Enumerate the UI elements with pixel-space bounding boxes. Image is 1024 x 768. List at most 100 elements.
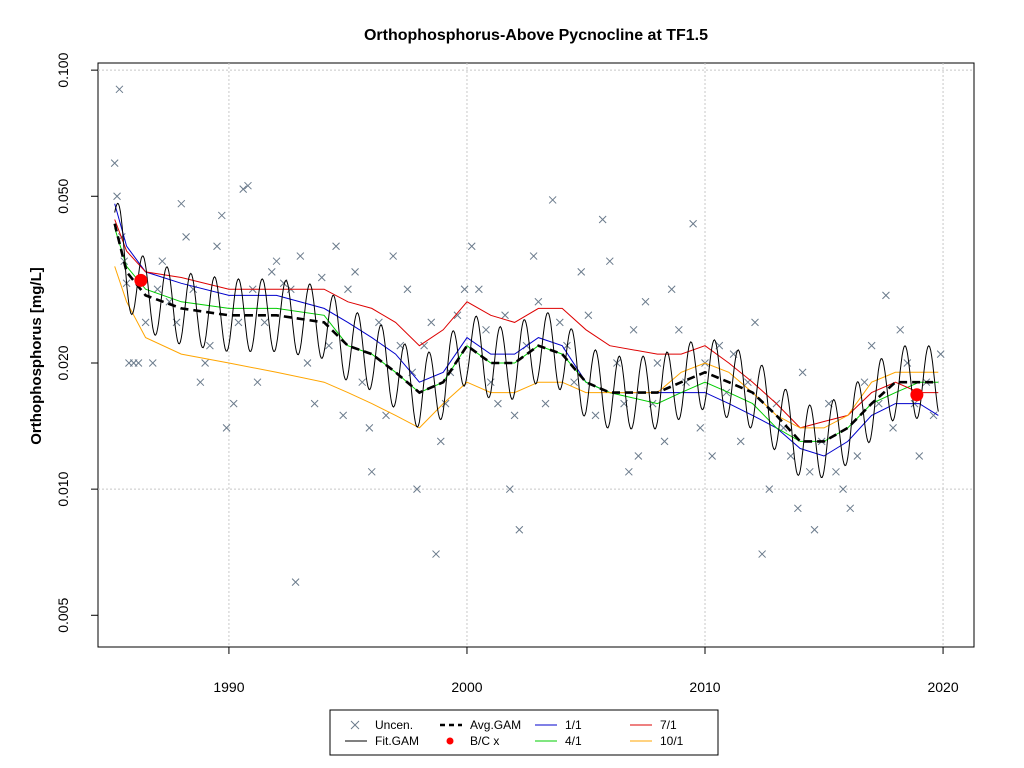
uncensored-point bbox=[158, 257, 167, 266]
uncensored-point bbox=[736, 437, 745, 446]
uncensored-point bbox=[303, 359, 312, 367]
gam-series bbox=[113, 202, 939, 478]
uncensored-point bbox=[358, 378, 367, 387]
uncensored-point bbox=[674, 325, 683, 334]
uncensored-point bbox=[653, 359, 662, 367]
uncensored-point bbox=[853, 452, 862, 460]
legend-label: 4/1 bbox=[565, 734, 582, 748]
legend-label: 1/1 bbox=[565, 718, 582, 732]
x-tick-label: 2010 bbox=[689, 679, 720, 695]
uncensored-point bbox=[641, 297, 650, 306]
uncensored-point bbox=[296, 252, 305, 260]
uncensored-point bbox=[291, 578, 300, 586]
uncensored-point bbox=[810, 525, 819, 534]
legend: Uncen. Fit.GAM Avg.GAM B/C x 1/1 4/1 7/1 10/1 bbox=[329, 709, 719, 756]
uncensored-point bbox=[534, 297, 543, 306]
uncensored-point bbox=[634, 452, 643, 460]
uncensored-point bbox=[351, 268, 359, 276]
uncensored-point bbox=[365, 424, 374, 432]
uncensored-point bbox=[272, 257, 281, 266]
uncensored-point bbox=[929, 411, 938, 420]
grid-lines bbox=[98, 63, 974, 647]
uncensored-point bbox=[260, 318, 269, 327]
uncensored-point bbox=[367, 467, 376, 476]
legend-entry-7-1: 7/1 bbox=[630, 718, 677, 732]
uncensored-point bbox=[751, 318, 759, 327]
uncensored-point bbox=[805, 467, 814, 476]
axes: 1990 2000 2010 2020 0.005 0.010 0.020 0.050 0.10… bbox=[55, 52, 959, 695]
uncensored-point bbox=[325, 341, 333, 350]
legend-entry-fit-gam: Fit.GAM bbox=[345, 734, 419, 748]
uncensored-point bbox=[667, 285, 676, 294]
uncensored-point bbox=[403, 285, 412, 294]
legend-label: Uncen. bbox=[375, 718, 413, 732]
uncensored-point bbox=[413, 485, 421, 493]
legend-label: 10/1 bbox=[660, 734, 684, 748]
bc-point bbox=[134, 273, 148, 287]
legend-label: B/C x bbox=[470, 734, 499, 748]
x-tick-label: 2020 bbox=[927, 679, 958, 695]
uncensored-point bbox=[213, 242, 221, 251]
x-tick-label: 2000 bbox=[451, 679, 482, 695]
uncensored-point bbox=[253, 378, 262, 387]
x-tick-label: 1990 bbox=[213, 679, 244, 695]
uncensored-point bbox=[915, 452, 924, 460]
uncensored-point bbox=[344, 285, 352, 294]
uncensored-point bbox=[839, 485, 847, 493]
uncensored-point bbox=[689, 219, 697, 228]
uncensored-point bbox=[120, 257, 129, 266]
uncensored-point bbox=[382, 411, 390, 420]
uncensored-point bbox=[501, 311, 509, 320]
uncensored-point bbox=[134, 359, 143, 367]
uncensored-point bbox=[115, 85, 124, 94]
series-line-4-1 bbox=[114, 227, 939, 442]
uncensored-point bbox=[427, 318, 436, 327]
uncensored-point bbox=[889, 424, 897, 432]
uncensored-point bbox=[110, 159, 119, 167]
uncensored-point bbox=[541, 399, 550, 408]
series-line-10-1 bbox=[114, 266, 939, 429]
uncensored-point bbox=[317, 273, 326, 282]
uncensored-point bbox=[786, 452, 795, 460]
uncensored-point bbox=[486, 378, 495, 387]
series-line-fit-gam bbox=[114, 202, 939, 478]
uncensored-point bbox=[598, 215, 607, 224]
legend-label: 7/1 bbox=[660, 718, 677, 732]
uncensored-point bbox=[494, 399, 502, 408]
uncensored-point bbox=[903, 359, 912, 367]
uncensored-point bbox=[148, 359, 157, 367]
uncensored-point bbox=[846, 504, 855, 513]
uncensored-point bbox=[196, 378, 205, 387]
uncensored-point bbox=[389, 252, 398, 260]
uncensored-point bbox=[467, 242, 476, 251]
legend-entry-10-1: 10/1 bbox=[630, 734, 684, 748]
chart-title: Orthophosphorus-Above Pycnocline at TF1.… bbox=[364, 27, 708, 44]
y-axis-label: Orthophosphorus [mg/L] bbox=[28, 267, 45, 444]
uncensored-point bbox=[798, 368, 807, 377]
uncensored-point bbox=[529, 252, 538, 260]
uncensored-point bbox=[332, 242, 340, 251]
uncensored-point bbox=[584, 311, 593, 320]
uncensored-point bbox=[420, 341, 428, 350]
uncensored-point bbox=[453, 311, 462, 320]
uncensored-points bbox=[110, 85, 945, 586]
uncensored-point bbox=[896, 325, 905, 334]
uncensored-point bbox=[832, 467, 840, 476]
uncensored-point bbox=[624, 467, 633, 476]
legend-entry-1-1: 1/1 bbox=[535, 718, 582, 732]
legend-entry-4-1: 4/1 bbox=[535, 734, 582, 748]
uncensored-point bbox=[432, 550, 440, 558]
legend-entry-uncen-: Uncen. bbox=[350, 718, 413, 732]
uncensored-point bbox=[860, 378, 869, 387]
uncensored-point bbox=[217, 211, 226, 220]
uncensored-point bbox=[460, 285, 469, 294]
uncensored-point bbox=[177, 199, 186, 208]
series-line-7-1 bbox=[114, 219, 939, 429]
uncensored-point bbox=[936, 350, 945, 358]
uncensored-point bbox=[234, 318, 243, 327]
uncensored-point bbox=[339, 411, 348, 420]
uncensored-point bbox=[577, 268, 586, 276]
uncensored-point bbox=[515, 525, 524, 534]
uncensored-point bbox=[505, 485, 514, 493]
